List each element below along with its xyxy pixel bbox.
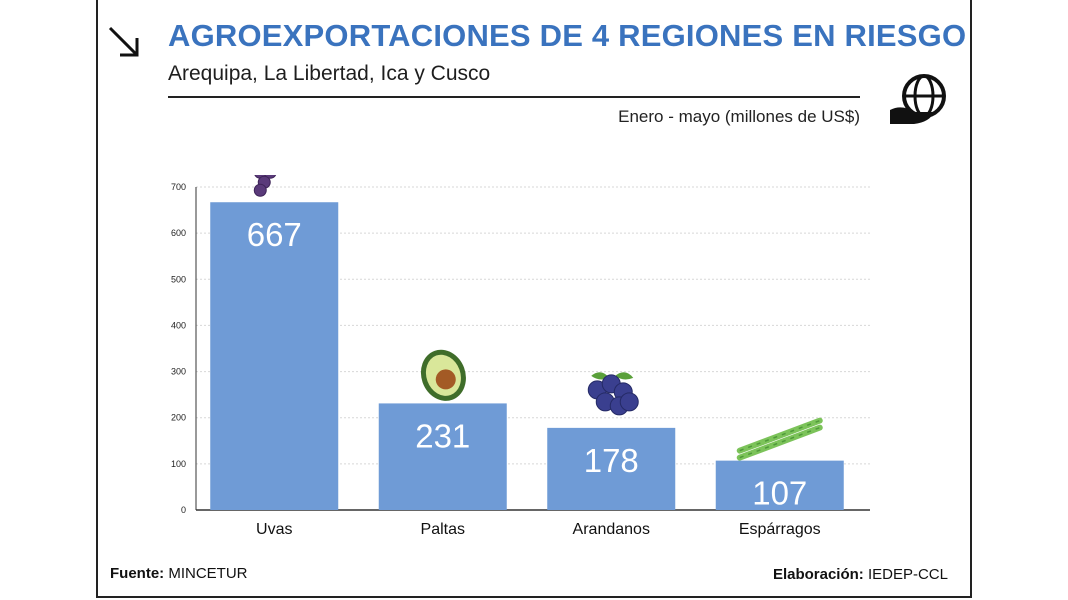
title-divider (168, 96, 860, 98)
category-label: Uvas (256, 521, 292, 538)
avocado-icon (420, 349, 466, 401)
bar (378, 403, 507, 510)
credit-note: Elaboración: IEDEP-CCL (773, 566, 948, 583)
y-tick-label: 600 (171, 228, 186, 238)
y-tick-label: 300 (171, 367, 186, 377)
y-tick-label: 200 (171, 413, 186, 423)
credit-value: IEDEP-CCL (867, 566, 948, 583)
y-tick-label: 400 (171, 320, 186, 330)
category-label: Espárragos (739, 521, 821, 538)
data-label: 231 (415, 417, 470, 454)
category-label: Arandanos (573, 521, 650, 538)
chart-title: AGROEXPORTACIONES DE 4 REGIONES EN RIESG… (168, 18, 967, 53)
bar (715, 460, 844, 510)
source-note: Fuente: MINCETUR (110, 565, 248, 582)
globe-hand-icon (890, 74, 946, 124)
arrow-down-right-icon (108, 26, 139, 57)
y-tick-label: 0 (181, 505, 186, 515)
period-label: Enero - mayo (millones de US$) (618, 107, 860, 126)
asparagus-icon (736, 417, 823, 461)
credit-label: Elaboración: (772, 566, 864, 583)
category-label: Paltas (421, 521, 465, 538)
y-tick-label: 700 (171, 182, 186, 192)
bar-chart: 0 100 200 300 400 500 600 700 667 Uvas 231 Paltas 17… (171, 175, 870, 538)
y-tick-label: 100 (171, 459, 186, 469)
bar (210, 202, 339, 510)
grapes-icon (253, 175, 277, 197)
blueberries-icon (587, 372, 639, 416)
data-label: 178 (584, 442, 639, 479)
source-value: MINCETUR (168, 565, 248, 582)
data-label: 107 (752, 475, 807, 512)
bar (547, 427, 676, 510)
data-label: 667 (247, 216, 302, 253)
source-label: Fuente: (110, 565, 165, 582)
chart-subtitle: Arequipa, La Libertad, Ica y Cusco (168, 62, 491, 85)
y-tick-label: 500 (171, 274, 186, 284)
